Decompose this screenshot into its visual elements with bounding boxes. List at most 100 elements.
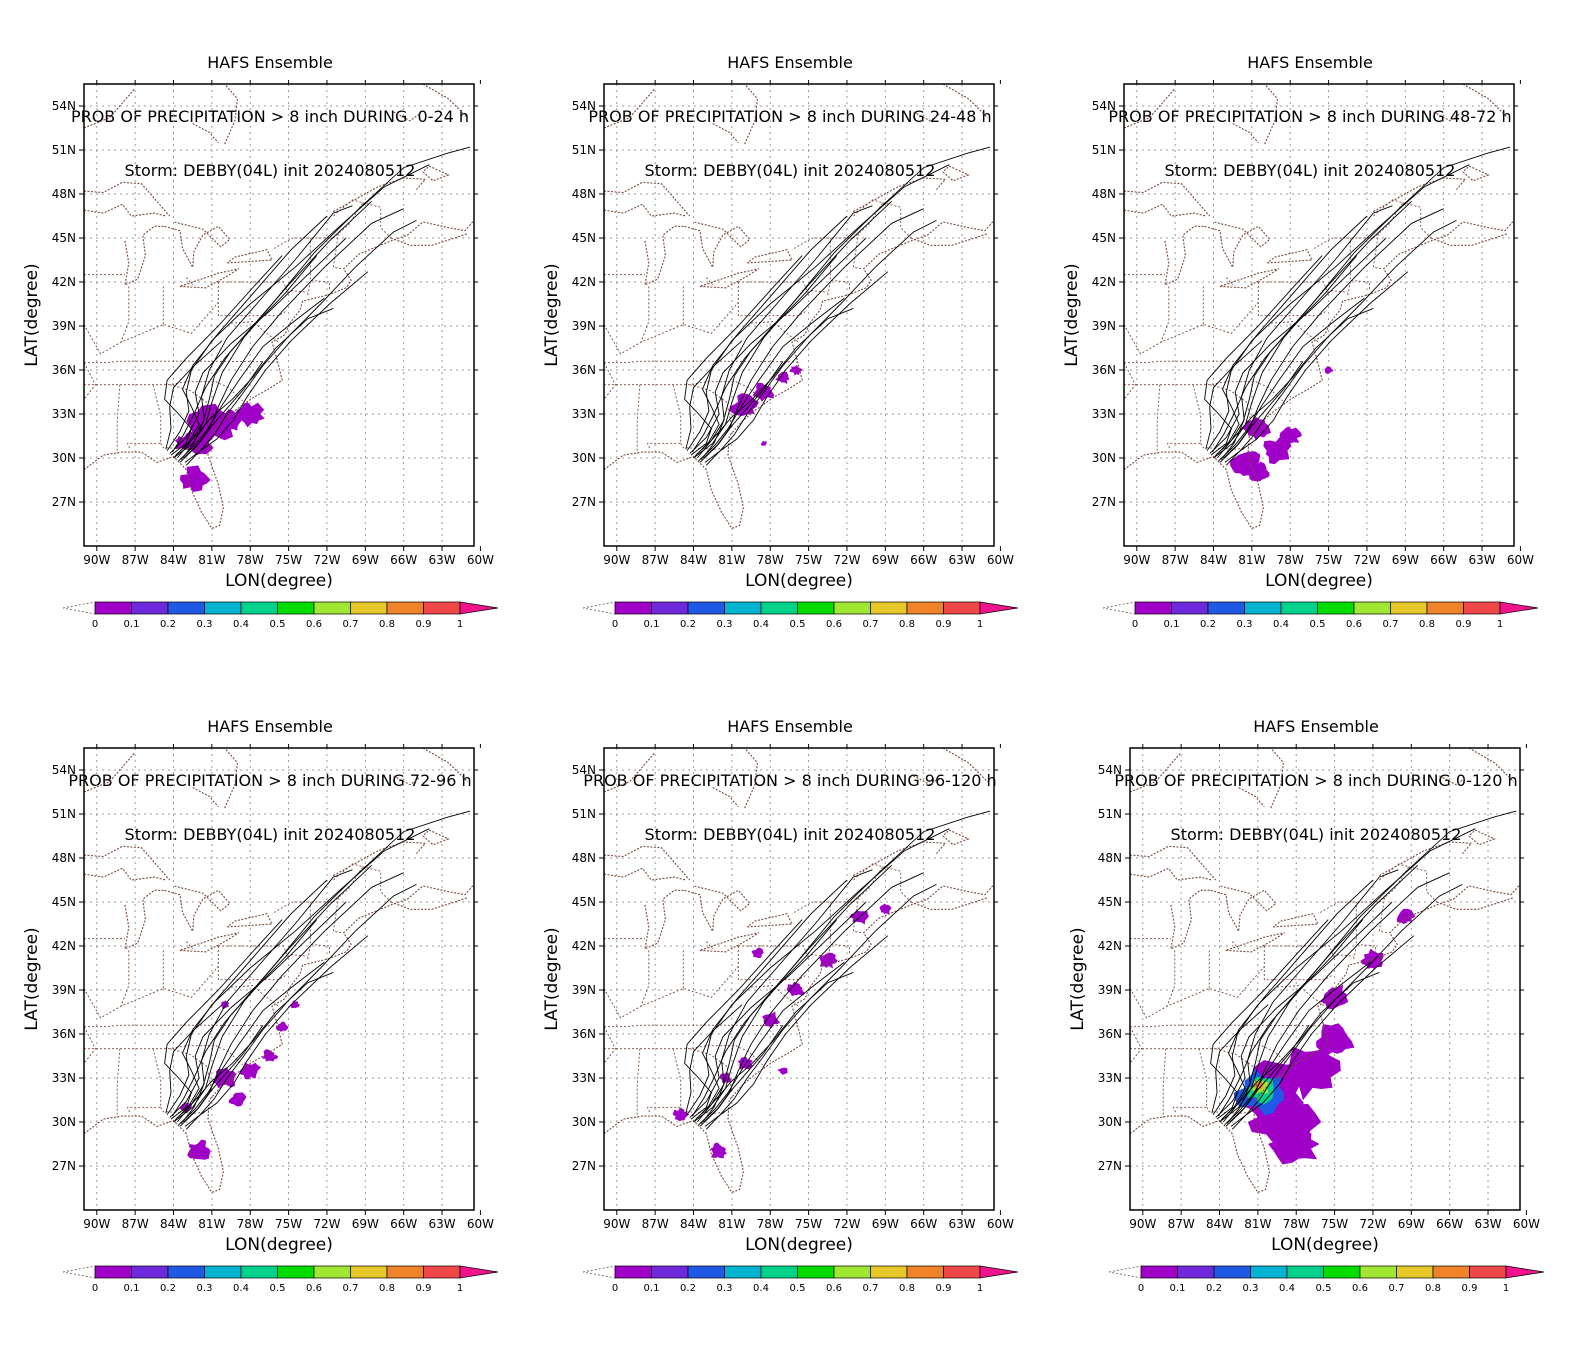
coastline — [699, 268, 759, 289]
lat-tick-label: 51N — [52, 143, 76, 157]
state-border — [1263, 946, 1333, 981]
colorbar-segment — [651, 601, 689, 615]
colorbar-segment — [131, 601, 169, 615]
lon-tick-label: 78W — [237, 553, 264, 567]
y-axis-label: LAT(degree) — [1062, 263, 1082, 366]
lon-tick-label: 60W — [467, 553, 494, 567]
coastline — [422, 748, 468, 783]
state-border — [1225, 277, 1234, 286]
map-plot-area — [1130, 748, 1520, 1210]
coastline — [1468, 748, 1514, 783]
colorbar-segment — [724, 601, 762, 615]
state-border — [271, 901, 334, 915]
lat-tick-label: 39N — [572, 983, 596, 997]
state-border — [827, 238, 831, 296]
lat-tick-label: 42N — [52, 275, 76, 289]
prob-map: 90W 87W 84W 81W 78W 75W 72W 69W 66W 63W 60W 54N 51N 4… — [1068, 744, 1545, 1294]
x-axis-label: LON(degree) — [745, 1235, 853, 1255]
prob-title: PROB OF PRECIPITATION > 8 inch DURING 0-… — [1114, 771, 1518, 790]
colorbar-segment — [651, 1265, 689, 1279]
state-border — [307, 902, 311, 960]
state-border — [120, 950, 130, 1007]
ensemble-track — [703, 360, 784, 459]
colorbar-label: 0.8 — [379, 1283, 395, 1294]
lon-tick-label: 75W — [275, 553, 302, 567]
coastline — [124, 889, 165, 950]
lat-tick-label: 33N — [1092, 407, 1116, 421]
lon-tick-label: 63W — [428, 553, 455, 567]
coastline — [84, 867, 166, 881]
colorbar-over-arrow — [979, 601, 1019, 615]
lat-tick-label: 42N — [572, 939, 596, 953]
coastline — [1439, 775, 1467, 786]
lat-tick-label: 36N — [572, 1027, 596, 1041]
colorbar-segment — [1359, 1265, 1397, 1279]
state-border — [827, 902, 831, 960]
colorbar-label: 0.4 — [233, 1283, 249, 1294]
lon-tick-label: 75W — [795, 553, 822, 567]
state-border — [116, 384, 121, 454]
colorbar-label: 0 — [1132, 619, 1138, 630]
state-border — [84, 1026, 97, 1064]
state-border — [1166, 384, 1202, 450]
colorbar-label: 0.8 — [899, 619, 915, 630]
coastline — [1124, 203, 1206, 217]
probability-area — [1396, 908, 1416, 925]
state-border — [604, 1045, 763, 1066]
state-border — [737, 282, 807, 317]
state-border — [791, 901, 854, 915]
colorbar-segment — [313, 1265, 351, 1279]
lon-tick-label: 63W — [948, 1217, 975, 1231]
lat-tick-label: 48N — [1098, 851, 1122, 865]
ensemble-track — [185, 219, 417, 466]
state-border — [1160, 286, 1170, 343]
ensemble-track — [704, 271, 889, 463]
colorbar-segment — [350, 601, 388, 615]
lat-tick-label: 30N — [1098, 1115, 1122, 1129]
state-border — [84, 360, 278, 364]
state-border — [737, 946, 807, 981]
lat-tick-label: 48N — [52, 187, 76, 201]
coastline — [390, 897, 468, 910]
colorbar-segment — [760, 601, 798, 615]
state-border — [830, 280, 850, 290]
lon-tick-label: 84W — [1206, 1217, 1233, 1231]
state-border — [333, 199, 364, 239]
state-border — [116, 1048, 121, 1118]
coastline — [1238, 787, 1265, 808]
colorbar-label: 0.7 — [343, 1283, 359, 1294]
state-border — [604, 381, 763, 402]
ensemble-track — [165, 340, 223, 450]
coastline — [256, 84, 258, 85]
lon-tick-label: 63W — [1468, 553, 1495, 567]
colorbar-label: 0.3 — [717, 619, 733, 630]
state-border — [1378, 897, 1389, 934]
state-border — [84, 381, 243, 402]
state-border — [705, 941, 714, 950]
state-border — [830, 944, 850, 954]
lat-tick-label: 33N — [52, 407, 76, 421]
lat-tick-label: 51N — [1098, 807, 1122, 821]
colorbar-label: 0.7 — [343, 619, 359, 630]
prob-map: 90W 87W 84W 81W 78W 75W 72W 69W 66W 63W 60W 54N 51N 4… — [542, 744, 1019, 1294]
lat-tick-label: 39N — [1098, 983, 1122, 997]
colorbar-label: 1 — [457, 619, 463, 630]
probability-area — [786, 981, 805, 997]
state-border — [1402, 202, 1432, 239]
colorbar-label: 0.7 — [1383, 619, 1399, 630]
lat-tick-label: 54N — [572, 763, 596, 777]
ensemble-track — [694, 215, 848, 457]
coastline — [746, 913, 793, 928]
lat-tick-label: 27N — [52, 1159, 76, 1173]
ensemble-track — [1221, 869, 1399, 1120]
colorbar-segment — [687, 601, 725, 615]
storm-title: Storm: DEBBY(04L) init 2024080512 — [124, 161, 416, 180]
panel-96-120: HAFS Ensemble PROB OF PRECIPITATION > 8 … — [530, 664, 1050, 1324]
colorbar-segment — [204, 1265, 242, 1279]
storm-title: Storm: DEBBY(04L) init 2024080512 — [1170, 825, 1462, 844]
ensemble-track — [1224, 961, 1371, 1126]
ensemble-track — [1219, 810, 1517, 1123]
coastline — [1124, 88, 1176, 129]
lon-tick-label: 81W — [198, 1217, 225, 1231]
state-border — [604, 1026, 617, 1064]
